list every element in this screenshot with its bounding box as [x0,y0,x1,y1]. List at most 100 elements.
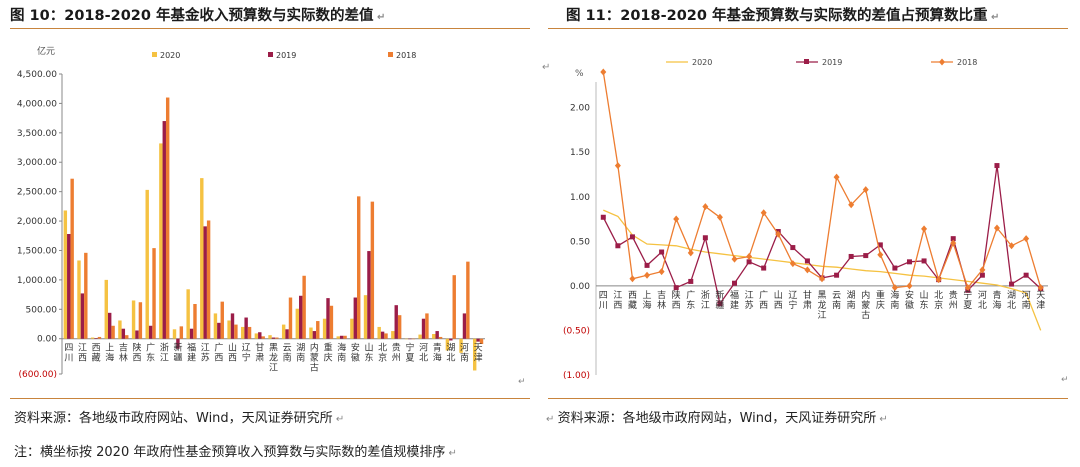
bar-2020-19 [322,318,327,339]
legend-label-2019: 2019 [822,58,842,67]
point-2019-29 [1023,272,1029,278]
x-tick-label-0: 四川 [64,344,73,364]
y-tick-label: 1.00 [570,193,590,203]
x-tick-label-24: 贵州 [392,342,401,364]
point-2019-24 [950,236,956,242]
point-2018-20 [891,284,898,292]
bar-2018-23 [384,333,388,339]
point-2019-0 [600,214,606,220]
x-tick-label-4: 吉林 [119,343,128,364]
point-2018-12 [775,230,782,238]
legend-marker-2018 [939,58,945,66]
y-tick-label: 2,000.00 [17,217,57,227]
y-tick-label: 1.50 [570,148,590,158]
y-tick-label: 4,500.00 [17,70,57,80]
bar-2018-19 [329,305,334,339]
point-2019-22 [921,258,927,264]
x-tick-label-16: 云南 [832,291,841,311]
x-tick-label-28: 湖北 [446,343,455,364]
x-tick-label-18: 内蒙古 [861,289,870,321]
point-2019-18 [863,253,869,259]
x-tick-label-17: 湖南 [847,290,856,311]
point-2018-28 [1008,242,1015,250]
bar-2018-28 [452,275,456,339]
x-tick-label-29: 河南 [1022,289,1031,311]
bar-2020-2 [90,337,95,339]
bar-2020-15 [268,335,272,339]
bar-2018-1 [84,252,88,339]
bar-2020-23 [377,326,381,339]
bar-2018-20 [343,335,347,339]
bar-2018-17 [302,275,306,339]
point-2019-19 [877,242,883,248]
bar-2020-4 [118,320,122,339]
x-tick-label-28: 湖北 [1007,290,1016,311]
bar-2018-3 [111,325,115,339]
legend-label-2020: 2020 [160,51,180,60]
point-2018-19 [877,251,884,259]
point-2019-1 [615,243,621,249]
point-2018-18 [862,186,869,194]
left-note-text: 注：横坐标按 2020 年政府性基金预算收入预算数与实际数的差值规模排序 ↵ [14,445,457,460]
point-2019-8 [717,301,723,307]
y-tick-label: 0.00 [37,335,57,345]
x-tick-label-5: 陕西 [133,342,142,364]
point-2018-11 [760,209,767,217]
x-tick-label-19: 重庆 [324,342,333,364]
bar-2019-16 [285,329,289,339]
point-2019-13 [790,245,796,251]
point-2018-22 [921,225,928,233]
point-2018-9 [731,255,738,263]
x-tick-label-20: 海南 [890,289,899,311]
y-tick-label: 1,500.00 [17,246,57,256]
bar-2018-5 [138,302,143,339]
left-source-rule [10,398,530,399]
x-tick-label-1: 江西 [613,290,622,311]
legend-swatch-2019 [268,52,273,57]
y-tick-label: 0.00 [570,282,590,292]
y-tick-label: 3,500.00 [17,129,57,139]
x-tick-label-13: 辽宁 [788,290,797,311]
point-2019-27 [994,163,1000,169]
legend-marker-2019 [804,59,809,64]
x-tick-label-25: 宁夏 [963,289,972,311]
bar-2018-30 [479,338,484,344]
y-tick-label: 4,000.00 [17,99,57,109]
x-tick-label-5: 陕西 [672,289,681,311]
bar-2018-12 [234,324,238,339]
x-tick-label-4: 吉林 [657,290,666,311]
bar-2018-0 [70,178,74,339]
y-tick-label: 2.00 [570,104,590,114]
bar-2018-9 [193,304,197,339]
x-tick-label-6: 广东 [146,342,155,364]
bar-2018-15 [275,337,279,339]
point-2019-17 [848,253,854,259]
y-unit-label: 亿元 [37,45,55,57]
point-2019-5 [673,285,679,291]
x-tick-label-22: 山东 [365,343,374,364]
point-2018-16 [833,173,840,181]
bar-2018-14 [261,336,265,339]
point-2018-4 [658,268,665,276]
bar-2018-2 [97,336,102,339]
x-tick-label-10: 江苏 [201,343,210,364]
y-tick-label: 2,500.00 [17,188,57,198]
point-2019-9 [732,280,738,286]
point-2019-16 [834,272,840,278]
bar-2018-4 [125,335,129,339]
y-tick-label: 500.00 [26,305,58,315]
y-unit-label: % [575,69,584,79]
x-tick-label-3: 上海 [105,343,114,364]
bar-2019-27 [435,331,439,339]
point-2018-2 [629,275,636,283]
right-source-text: ↵ 资料来源：各地级市政府网站，Wind，天风证券研究所 ↵ [546,411,888,426]
point-2018-26 [979,266,986,274]
bar-2019-6 [148,325,153,339]
bar-2019-19 [326,298,330,339]
bar-2019-8 [176,338,180,349]
x-tick-label-2: 西藏 [628,290,637,311]
x-tick-label-30: 天津 [474,344,483,364]
bar-2018-25 [411,338,416,340]
x-tick-label-24: 贵州 [949,289,958,311]
bar-2020-11 [213,313,218,339]
